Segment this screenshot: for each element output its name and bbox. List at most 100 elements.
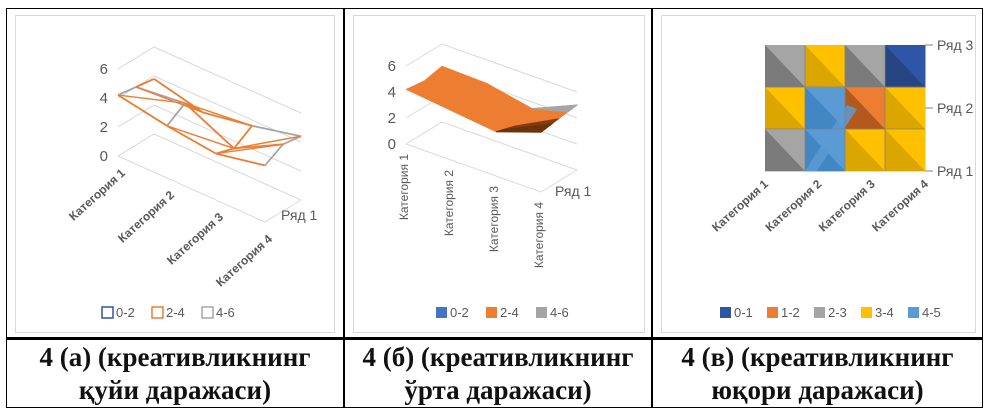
chart-panel-b: 0 2 4 6 Категория 1 Категория 2 Категория 3 Кат… [353,15,645,333]
series-label: Ряд 2 [937,100,974,116]
floor-edge [405,143,578,193]
series-label: Ряд 3 [937,37,974,53]
legend-label: 3-4 [875,305,894,320]
legend-label: 4-6 [550,305,569,320]
surface-wire [117,86,137,96]
legend-label: 4-6 [216,305,235,320]
gridline [117,75,302,143]
y-tick-label: 2 [100,119,108,136]
heatmap-facet [765,45,805,87]
series-label: Ряд 1 [937,163,974,179]
surface-wire [166,125,235,150]
legend-label: 0-2 [116,305,135,320]
heatmap-facet [805,45,845,87]
chart-cell-b: 0 2 4 6 Категория 1 Категория 2 Категория 3 Кат… [344,8,652,338]
surface-wire [215,143,284,155]
legend-swatch [101,306,114,319]
floor-edge [117,155,302,223]
surface-wire [184,102,235,150]
chart-panel-a: 0 2 4 6 Категория 1 Категория 2 Категория 3 Кат… [15,15,335,333]
heatmap-facet [885,87,925,129]
category-label: Категория 1 [709,177,771,235]
surface-wire [135,86,204,114]
category-label: Категория 2 [763,177,825,235]
contour-band [823,89,835,111]
legend-label: 1-2 [781,305,800,320]
heatmap-facet [805,87,845,129]
legend-swatch [908,307,919,318]
legend-label: 2-3 [828,305,847,320]
series-label: Ряд 1 [555,183,592,199]
series-label: Ряд 1 [281,207,318,223]
surface-wire [166,102,186,127]
surface-wire [264,143,284,167]
y-tick-label: 4 [100,90,108,107]
surface-wire [215,152,266,167]
category-label: Категория 4 [869,177,931,235]
y-tick-label: 6 [388,58,396,75]
legend-swatch [486,307,497,318]
caption-c-line1: 4 (в) (креативликнинг [681,341,954,372]
heatmap-facet [845,45,885,87]
heatmap-facet [845,129,885,171]
gridline [117,46,302,114]
gridline [405,43,578,93]
gridline [117,133,302,201]
y-tick-label: 4 [388,84,396,101]
caption-a-line2: қуйи даражаси) [78,374,272,405]
legend-label: 0-2 [450,305,469,320]
category-label: Категория 4 [532,202,546,268]
legend-label: 2-4 [166,305,185,320]
category-label: Категория 2 [115,188,177,246]
caption-a: 4 (а) (креативликнинг қуйи даражаси) [6,338,344,408]
gridline [405,121,578,171]
category-label: Категория 3 [164,210,226,268]
chart-cell-c: Ряд 3 Ряд 2 Ряд 1 Категория 1 Категория 2 Кат… [652,8,983,338]
legend-swatch [814,307,825,318]
category-label: Категория 1 [397,154,411,220]
legend-label: 4-5 [922,305,941,320]
surface-wire [251,124,302,138]
heatmap-facet [765,129,805,171]
caption-a-line1: 4 (а) (креативликнинг [39,341,311,372]
legend-swatch [151,306,164,319]
surface-wire [233,125,253,149]
caption-b-line1: 4 (б) (креативликнинг [362,341,634,372]
legend-swatch [436,307,447,318]
chart-panel-c: Ряд 3 Ряд 2 Ряд 1 Категория 1 Категория 2 Кат… [661,15,976,333]
y-tick-label: 0 [388,136,396,153]
surface-wire [166,125,217,155]
heatmap-facet [885,129,925,171]
legend-label: 2-4 [500,305,519,320]
surface-wire [282,135,302,146]
chart-b: 0 2 4 6 Категория 1 Категория 2 Категория 3 Кат… [388,43,592,320]
contour-marker [872,102,878,108]
contour-band [805,105,857,171]
y-tick-label: 6 [100,61,108,78]
surface-wire [184,102,253,127]
surface-wire [135,78,155,88]
caption-c-line2: юқори даражаси) [711,374,924,405]
legend-swatch [720,307,731,318]
category-label: Категория 3 [816,177,878,235]
category-label: Категория 4 [213,232,275,290]
y-tick-label: 0 [100,148,108,165]
category-label: Категория 3 [487,186,501,252]
caption-b: 4 (б) (креативликнинг ўрта даражаси) [344,338,652,408]
legend-swatch [536,307,547,318]
caption-c: 4 (в) (креативликнинг юқори даражаси) [652,338,983,408]
legend-swatch [201,306,214,319]
surface-wire [233,135,302,150]
legend-label: 0-1 [734,305,753,320]
heatmap-facet [845,87,885,129]
heatmap-facet [765,87,805,129]
legend-swatch [767,307,778,318]
caption-b-line2: ўрта даражаси) [404,374,592,405]
heatmap-facet [885,45,925,87]
category-label: Категория 1 [66,166,128,224]
legend-swatch [861,307,872,318]
y-tick-label: 2 [388,110,396,127]
surface-facet [495,123,554,133]
